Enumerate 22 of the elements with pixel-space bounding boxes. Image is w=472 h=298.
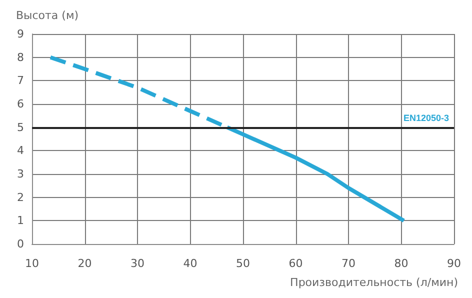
y-tick-label: 9 [17, 28, 24, 40]
x-tick-label: 20 [78, 257, 92, 270]
x-tick-label: 80 [394, 257, 408, 270]
y-tick-label: 4 [17, 144, 24, 158]
y-tick-label: 1 [17, 214, 24, 228]
x-tick-label: 60 [288, 257, 303, 270]
y-tick-label: 8 [17, 50, 24, 64]
x-tick-label: 30 [130, 257, 144, 270]
x-tick-label: 70 [342, 257, 356, 270]
y-tick-label: 6 [17, 98, 24, 110]
x-tick-label: 40 [183, 257, 198, 270]
y-tick-label: 0 [17, 238, 24, 250]
y-tick-label: 7 [17, 74, 24, 88]
x-tick-label: 90 [447, 257, 461, 270]
x-tick-label: 10 [25, 257, 39, 270]
x-tick-label: 50 [236, 257, 250, 270]
x-axis-title: Производительность (л/мин) [290, 276, 458, 289]
y-tick-label: 5 [17, 120, 24, 134]
y-tick-label: 2 [17, 190, 24, 204]
y-tick-label: 3 [17, 168, 24, 180]
ref-line-label: EN12050-3 [403, 112, 449, 123]
y-axis-title: Высота (м) [16, 9, 79, 22]
